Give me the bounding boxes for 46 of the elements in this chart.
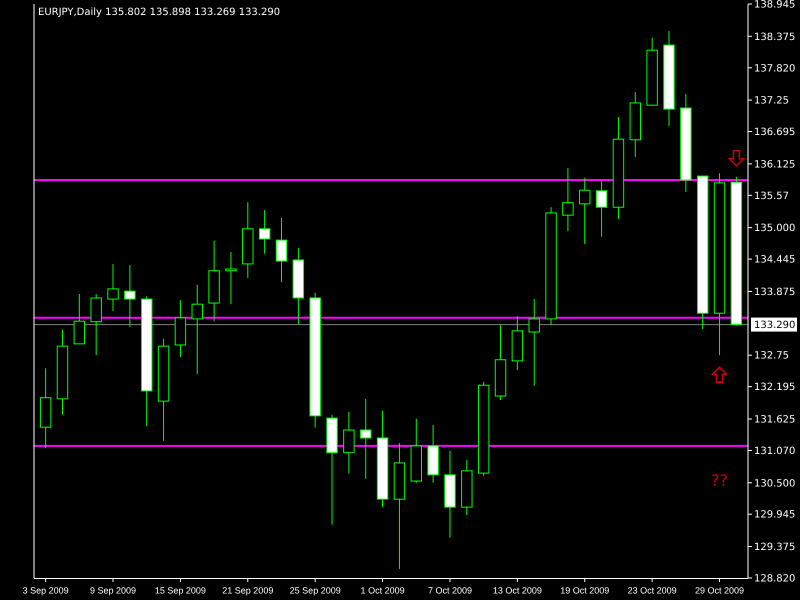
candlestick <box>258 210 270 254</box>
y-tick-label: 131.070 <box>754 446 796 457</box>
candlestick <box>90 293 102 356</box>
x-tick-label: 25 Sep 2009 <box>290 585 341 596</box>
y-tick-label: 132.195 <box>754 382 796 394</box>
y-tick-label: 137.25 <box>754 96 789 107</box>
candlestick <box>74 293 86 344</box>
y-tick-label: 130.500 <box>754 478 796 490</box>
candlestick <box>596 180 608 238</box>
x-tick-label: 13 Oct 2009 <box>492 585 542 596</box>
y-tick-label: 129.945 <box>754 510 796 521</box>
y-tick-label: 138.375 <box>754 32 796 43</box>
x-tick-label: 15 Sep 2009 <box>154 585 206 596</box>
x-tick-label: 9 Sep 2009 <box>90 585 136 596</box>
x-tick-label: 21 Sep 2009 <box>222 585 274 596</box>
candlestick <box>124 264 136 328</box>
candlestick <box>276 218 288 283</box>
candlestick <box>528 298 540 386</box>
y-tick-label: 135.000 <box>754 223 796 234</box>
y-tick-label: 138.945 <box>754 0 796 10</box>
y-tick-label: 132.75 <box>754 350 789 362</box>
candlestick <box>360 398 372 480</box>
y-tick-label: 129.375 <box>754 542 796 554</box>
y-tick-label: 135.57 <box>754 190 789 202</box>
y-tick-label: 133.875 <box>754 286 796 298</box>
y-tick-label: 136.125 <box>754 159 796 170</box>
y-tick-label: 134.445 <box>754 254 796 266</box>
candlestick <box>192 284 203 374</box>
candlestick <box>562 168 574 232</box>
ref-line-label: 133.290 <box>754 320 796 332</box>
y-tick-label: 128.820 <box>754 574 796 584</box>
chart-title: EURJPY,Daily 135.802 135.898 133.269 133.290 <box>38 7 280 18</box>
y-tick-label: 131.625 <box>754 414 796 426</box>
candlestick <box>343 411 355 474</box>
candlestick <box>579 177 590 245</box>
candlestick <box>225 252 237 305</box>
y-tick-label: 136.695 <box>754 127 796 138</box>
x-tick-label: 1 Oct 2009 <box>360 585 405 596</box>
x-tick-label: 19 Oct 2009 <box>560 585 610 596</box>
x-tick-label: 23 Oct 2009 <box>628 585 677 596</box>
x-tick-label: 7 Oct 2009 <box>428 585 472 596</box>
candlestick <box>107 263 119 312</box>
x-tick-label: 3 Sep 2009 <box>22 585 69 596</box>
y-tick-label: 137.820 <box>754 63 796 74</box>
x-tick-label: 29 Oct 2009 <box>695 585 744 596</box>
annotation: ?? <box>711 471 728 490</box>
